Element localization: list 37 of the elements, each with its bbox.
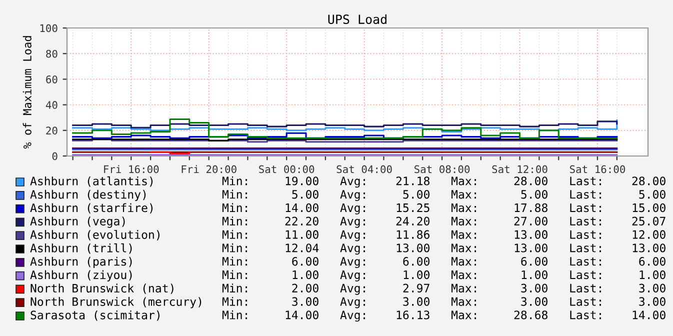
text: Min: 3.00 Avg: 3.00 Max: 3.00 Last: 3.00 [222,296,666,308]
y-tick-label: 60 [46,75,58,84]
x-tick-label: Sat 12:00 [492,165,548,174]
legend-label: Ashburn (vega) [30,216,125,228]
y-tick-label: 40 [46,101,58,109]
x-tick-label: Sat 08:00 [414,165,470,174]
text: Min: 14.00 Avg: 15.25 Max: 17.88 Last: 15.00 [222,203,666,214]
text: Min: 22.20 Avg: 24.20 Max: 27.00 Last: 25.07 [222,216,666,228]
x-tick-label: Sat 16:00 [570,165,626,174]
y-axis-title: % of Maximum Load [22,36,32,149]
x-tick-label: Sat 04:00 [336,165,392,174]
legend-label: Ashburn (trill) [30,243,132,254]
text: Min: 1.00 Avg: 1.00 Max: 1.00 Last: 1.00 [222,270,666,282]
legend-label: Ashburn (atlantis) [30,176,153,187]
text: Min: 2.00 Avg: 2.97 Max: 3.00 Last: 3.00 [222,284,666,295]
x-tick-label: Fri 20:00 [182,165,236,174]
x-tick-label: Fri 16:00 [104,165,159,174]
legend-label: Ashburn (destiny) [30,190,146,202]
text: Min: 12.04 Avg: 13.00 Max: 13.00 Last: 13.00 [222,243,666,255]
legend-label: Ashburn (starfire) [30,203,153,214]
chart-title: UPS Load [328,14,386,24]
legend-label: Ashburn (paris) [30,256,132,268]
text: Min: 11.00 Avg: 11.86 Max: 13.00 Last: 12.00 [222,230,666,242]
y-tick-label: 20 [46,126,58,135]
y-tick-label: 100 [40,24,58,32]
text: Min: 5.00 Avg: 5.00 Max: 5.00 Last: 5.00 [222,190,666,202]
text: Min: 14.00 Avg: 16.13 Max: 28.68 Last: 14.00 [222,310,666,322]
y-tick-label: 0 [52,152,58,160]
legend-label: North Brunswick (nat) [30,284,174,294]
legend-label: Ashburn (evolution) [30,230,160,240]
legend-label: North Brunswick (mercury) [30,297,202,308]
legend-label: Sarasota (scimitar) [30,310,160,321]
text: Min: 6.00 Avg: 6.00 Max: 6.00 Last: 6.00 [222,256,666,268]
y-tick-label: 80 [46,50,58,58]
legend-label: Ashburn (ziyou) [30,270,132,282]
x-tick-label: Sat 00:00 [259,165,314,174]
text: Min: 19.00 Avg: 21.18 Max: 28.00 Last: 28.00 [222,176,666,188]
